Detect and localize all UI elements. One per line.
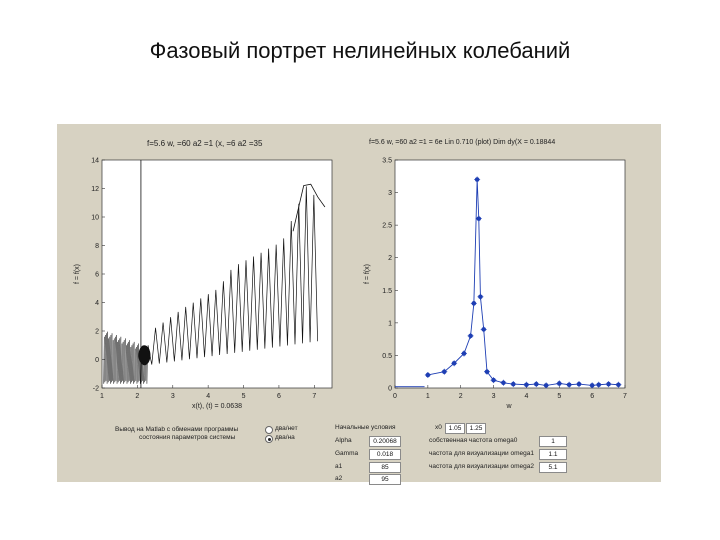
y-tick-label: 3.5 bbox=[382, 158, 392, 165]
x-tick-label: 4 bbox=[524, 393, 528, 400]
data-point bbox=[441, 368, 448, 375]
x-tick-label: 6 bbox=[590, 393, 594, 400]
y-tick-label: 2 bbox=[388, 255, 392, 262]
data-point bbox=[500, 379, 507, 386]
growing-oscillation-trace bbox=[147, 186, 318, 365]
x-tick-label: 1 bbox=[426, 393, 430, 400]
y-tick-label: 0 bbox=[388, 386, 392, 393]
alpha-label: Alpha bbox=[335, 437, 352, 444]
data-point bbox=[576, 381, 582, 388]
radio-option-2-label: два/на bbox=[275, 434, 295, 441]
y-tick-label: 1.5 bbox=[382, 288, 392, 295]
matlab-figure-window: f=5.6 w, =60 a2 =1 (x, =6 a2 =35 f=5.6 w… bbox=[57, 124, 661, 485]
gamma-label: Gamma bbox=[335, 450, 359, 457]
x-tick-label: 7 bbox=[623, 393, 627, 400]
data-point bbox=[566, 381, 573, 388]
x-tick-label: 6 bbox=[277, 393, 281, 400]
omega0-label: собственная частота omega0 bbox=[429, 437, 518, 444]
a2-label: a2 bbox=[335, 475, 343, 482]
radio-option-1-label: два/нет bbox=[275, 425, 298, 432]
data-point bbox=[543, 382, 550, 389]
y-tick-label: 2 bbox=[95, 329, 99, 336]
y-tick-label: 1 bbox=[388, 320, 392, 327]
data-point bbox=[467, 332, 474, 339]
a1-label: a1 bbox=[335, 463, 343, 470]
x-tick-label: 5 bbox=[242, 393, 246, 400]
x-tick-label: 5 bbox=[557, 393, 561, 400]
data-point bbox=[556, 380, 563, 387]
data-point bbox=[490, 377, 497, 384]
x0-label: x0 bbox=[435, 424, 442, 431]
data-point bbox=[480, 326, 487, 333]
x-tick-label: 1 bbox=[100, 393, 104, 400]
data-point bbox=[451, 360, 458, 367]
x0-field-1[interactable]: 1.05 bbox=[445, 423, 465, 434]
data-point bbox=[474, 176, 481, 183]
omega0-field[interactable]: 1 bbox=[539, 436, 567, 447]
right-plot-area bbox=[394, 159, 626, 389]
data-point bbox=[605, 381, 612, 388]
a2-field[interactable]: 95 bbox=[369, 474, 401, 485]
data-point bbox=[484, 368, 490, 375]
x-tick-label: 3 bbox=[492, 393, 496, 400]
y-tick-label: 3 bbox=[388, 190, 392, 197]
data-point bbox=[523, 381, 530, 388]
trajectory-tail bbox=[292, 183, 326, 232]
omega2-label: частота для визуализации omega2 bbox=[429, 463, 534, 470]
y-tick-label: 4 bbox=[95, 300, 99, 307]
x-tick-label: 4 bbox=[206, 393, 210, 400]
left-plot-title: f=5.6 w, =60 a2 =1 (x, =6 a2 =35 bbox=[147, 139, 263, 148]
omega1-label: частота для визуализации omega1 bbox=[429, 450, 534, 457]
data-point bbox=[589, 382, 596, 389]
y-tick-label: -2 bbox=[93, 386, 99, 393]
x-tick-label: 0 bbox=[393, 393, 397, 400]
y-tick-label: 8 bbox=[95, 243, 99, 250]
right-plot-xlabel: w bbox=[505, 403, 512, 410]
data-point bbox=[470, 300, 477, 307]
radio-option-1[interactable] bbox=[265, 426, 273, 434]
gamma-field[interactable]: 0.018 bbox=[369, 449, 401, 460]
a1-field[interactable]: 85 bbox=[369, 462, 401, 473]
right-plot-axes: 0 1 2 3 4 5 6 7 0 0.5 1 1.5 2 2.5 3 3.5 bbox=[382, 158, 627, 401]
x-tick-label: 2 bbox=[459, 393, 463, 400]
y-tick-label: 12 bbox=[91, 186, 99, 193]
y-tick-label: 0 bbox=[95, 357, 99, 364]
mode-label-2: состояния параметров системы bbox=[139, 434, 236, 441]
right-resonance-plot: 0 1 2 3 4 5 6 7 0 0.5 1 1.5 2 2.5 3 3.5 f = f(x) w bbox=[364, 158, 627, 411]
right-plot-lines bbox=[395, 176, 622, 389]
omega2-field[interactable]: 5.1 bbox=[539, 462, 567, 473]
x-tick-label: 2 bbox=[135, 393, 139, 400]
trajectory-knot bbox=[138, 345, 151, 366]
start-conditions-label: Начальные условия bbox=[335, 424, 396, 431]
left-plot-xlabel: x(t), (t) = 0.0638 bbox=[192, 403, 242, 410]
x0-field-2[interactable]: 1.25 bbox=[466, 423, 486, 434]
left-plot-lines bbox=[103, 160, 326, 388]
y-tick-label: 2.5 bbox=[382, 223, 392, 230]
data-point bbox=[477, 293, 484, 300]
omega1-field[interactable]: 1.1 bbox=[539, 449, 567, 460]
slide-title: Фазовый портрет нелинейных колебаний bbox=[149, 38, 571, 63]
data-point bbox=[533, 381, 540, 388]
data-point bbox=[475, 215, 482, 222]
y-tick-label: 10 bbox=[91, 215, 99, 222]
data-point bbox=[595, 381, 602, 388]
y-tick-label: 6 bbox=[95, 272, 99, 279]
x-tick-label: 3 bbox=[171, 393, 175, 400]
left-plot-ylabel: f = f(x) bbox=[74, 264, 81, 284]
data-point bbox=[615, 381, 622, 388]
y-tick-label: 0.5 bbox=[382, 353, 392, 360]
mode-label-1: Вывод на Matlab с обменами программы bbox=[115, 426, 239, 433]
right-plot-title: f=5.6 w, =60 a2 =1 = 6e Lin 0.710 (plot)… bbox=[369, 139, 556, 146]
x-tick-label: 7 bbox=[312, 393, 316, 400]
right-plot-ylabel: f = f(x) bbox=[364, 264, 371, 284]
data-point bbox=[424, 371, 431, 378]
data-point bbox=[510, 381, 517, 388]
y-tick-label: 14 bbox=[91, 158, 99, 165]
radio-option-2[interactable] bbox=[265, 435, 273, 443]
data-point bbox=[461, 350, 467, 357]
alpha-field[interactable]: 0.20068 bbox=[369, 436, 401, 447]
